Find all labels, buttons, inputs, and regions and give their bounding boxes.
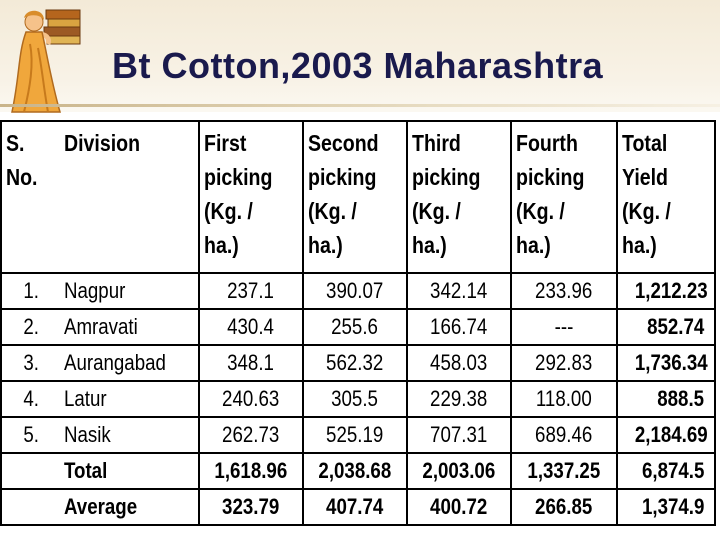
cell-total-yield: 2,184.69: [616, 416, 716, 454]
cell-division: Nasik: [60, 416, 200, 454]
cell-sno: [0, 488, 61, 526]
cell-division: Amravati: [60, 308, 200, 346]
cell-fourth-picking: 292.83: [509, 344, 619, 382]
cell-third-picking: 458.03: [405, 344, 512, 382]
cell-fourth-picking: 118.00: [509, 380, 619, 418]
cell-fourth-picking: ---: [509, 308, 619, 346]
cell-second-picking: 407.74: [301, 488, 408, 526]
cell-second-picking: 255.6: [301, 308, 408, 346]
col-header-total-yield: Total Yield (Kg. / ha.): [616, 120, 716, 274]
col-header-sno: S. No.: [0, 120, 61, 274]
table-row: 5. Nasik 262.73 525.19 707.31 689.46 2,1…: [0, 416, 716, 454]
cell-first-picking: 348.1: [197, 344, 304, 382]
table-row: 2. Amravati 430.4 255.6 166.74 --- 852.7…: [0, 308, 716, 346]
cell-total-yield: 1,736.34: [616, 344, 716, 382]
cell-third-picking: 166.74: [405, 308, 512, 346]
cell-total-yield: 6,874.5: [616, 452, 716, 490]
col-header-third-picking: Third picking (Kg. / ha.): [405, 120, 512, 274]
cell-second-picking: 305.5: [301, 380, 408, 418]
cell-fourth-picking: 1,337.25: [509, 452, 619, 490]
table-row: 1. Nagpur 237.1 390.07 342.14 233.96 1,2…: [0, 272, 716, 310]
cell-first-picking: 262.73: [197, 416, 304, 454]
cell-second-picking: 390.07: [301, 272, 408, 310]
slide-title: Bt Cotton,2003 Maharashtra: [112, 45, 604, 86]
col-header-second-picking: Second picking (Kg. / ha.): [301, 120, 408, 274]
cell-sno: 5.: [0, 416, 61, 454]
cell-third-picking: 229.38: [405, 380, 512, 418]
cell-fourth-picking: 233.96: [509, 272, 619, 310]
cell-first-picking: 237.1: [197, 272, 304, 310]
cell-third-picking: 2,003.06: [405, 452, 512, 490]
cell-sno: 1.: [0, 272, 61, 310]
cell-total-label: Total: [60, 452, 200, 490]
cell-first-picking: 240.63: [197, 380, 304, 418]
cell-total-yield: 852.74: [616, 308, 716, 346]
cell-total-yield: 1,374.9: [616, 488, 716, 526]
cell-third-picking: 707.31: [405, 416, 512, 454]
table-row: 3. Aurangabad 348.1 562.32 458.03 292.83…: [0, 344, 716, 382]
cell-second-picking: 2,038.68: [301, 452, 408, 490]
cell-first-picking: 430.4: [197, 308, 304, 346]
cell-total-yield: 1,212.23: [616, 272, 716, 310]
cell-sno: 3.: [0, 344, 61, 382]
cell-division: Aurangabad: [60, 344, 200, 382]
slide-header: Bt Cotton,2003 Maharashtra: [0, 0, 720, 113]
woman-carrying-books-clipart-icon: [11, 9, 81, 113]
table-header-row: S. No. Division First picking (Kg. / ha.…: [0, 120, 716, 274]
cell-division: Latur: [60, 380, 200, 418]
header-rule: [0, 104, 720, 107]
col-header-fourth-picking: Fourth picking (Kg. / ha.): [509, 120, 619, 274]
cell-sno: 2.: [0, 308, 61, 346]
table-row: 4. Latur 240.63 305.5 229.38 118.00 888.…: [0, 380, 716, 418]
cell-sno: 4.: [0, 380, 61, 418]
col-header-division: Division: [60, 120, 200, 274]
yield-table: S. No. Division First picking (Kg. / ha.…: [0, 120, 716, 526]
cell-third-picking: 342.14: [405, 272, 512, 310]
cell-fourth-picking: 689.46: [509, 416, 619, 454]
col-header-first-picking: First picking (Kg. / ha.): [197, 120, 304, 274]
table-average-row: Average 323.79 407.74 400.72 266.85 1,37…: [0, 488, 716, 526]
cell-first-picking: 323.79: [197, 488, 304, 526]
yield-table-container: S. No. Division First picking (Kg. / ha.…: [0, 120, 718, 538]
cell-second-picking: 525.19: [301, 416, 408, 454]
cell-division: Nagpur: [60, 272, 200, 310]
cell-first-picking: 1,618.96: [197, 452, 304, 490]
cell-second-picking: 562.32: [301, 344, 408, 382]
cell-sno: [0, 452, 61, 490]
table-total-row: Total 1,618.96 2,038.68 2,003.06 1,337.2…: [0, 452, 716, 490]
cell-total-yield: 888.5: [616, 380, 716, 418]
cell-fourth-picking: 266.85: [509, 488, 619, 526]
cell-average-label: Average: [60, 488, 200, 526]
cell-third-picking: 400.72: [405, 488, 512, 526]
